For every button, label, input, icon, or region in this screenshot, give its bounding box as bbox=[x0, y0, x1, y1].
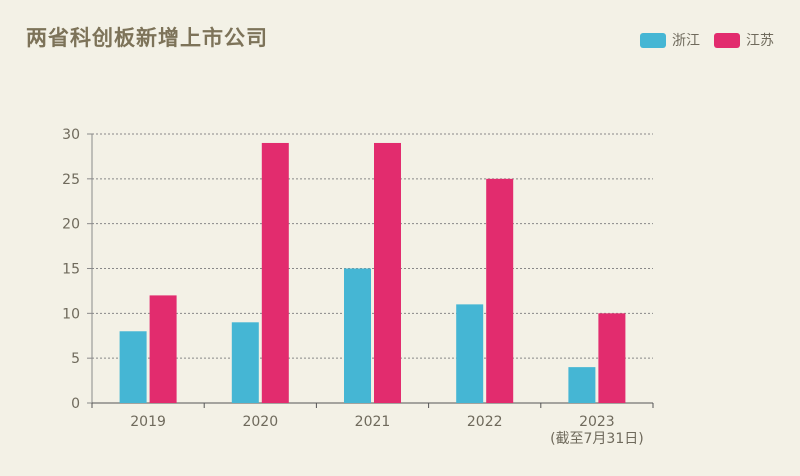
label-layer: 0 5 10 15 20 25 30 2019 2020 2021 2022 2023(截至7月31日… bbox=[62, 127, 644, 447]
legend-item-jiangsu[interactable]: 江苏 bbox=[714, 30, 774, 50]
bar-zhejiang-2023[interactable] bbox=[568, 367, 596, 403]
bar-zhejiang-2022[interactable] bbox=[456, 304, 484, 403]
y-tick-label: 25 bbox=[62, 172, 80, 188]
chart-title: 两省科创板新增上市公司 bbox=[26, 26, 268, 50]
y-tick-label: 10 bbox=[62, 306, 80, 322]
bar-jiangsu-2021[interactable] bbox=[374, 142, 401, 403]
x-tick-label: 2021 bbox=[355, 414, 391, 430]
bar-jiangsu-2020[interactable] bbox=[261, 142, 289, 403]
bar-layer bbox=[119, 142, 626, 404]
legend-swatch-jiangsu bbox=[714, 32, 740, 48]
bar-zhejiang-2020[interactable] bbox=[231, 322, 259, 403]
bar-jiangsu-2022[interactable] bbox=[486, 178, 514, 403]
y-tick-label: 20 bbox=[62, 217, 80, 233]
bar-jiangsu-2019[interactable] bbox=[149, 295, 177, 403]
x-tick-label: 2023 bbox=[579, 414, 615, 430]
y-tick-label: 15 bbox=[62, 262, 80, 278]
x-tick-label: 2022 bbox=[467, 414, 503, 430]
grid-layer bbox=[92, 133, 653, 359]
y-tick-label: 30 bbox=[62, 127, 80, 143]
legend-item-zhejiang[interactable]: 浙江 bbox=[640, 30, 700, 50]
bar-zhejiang-2019[interactable] bbox=[119, 331, 147, 403]
chart-legend: 浙江 江苏 bbox=[640, 30, 774, 50]
bar-jiangsu-2023[interactable] bbox=[598, 313, 626, 403]
legend-label-jiangsu: 江苏 bbox=[746, 33, 774, 49]
legend-label-zhejiang: 浙江 bbox=[672, 33, 700, 49]
y-tick-label: 5 bbox=[71, 351, 80, 367]
legend-swatch-zhejiang bbox=[640, 32, 666, 48]
x-tick-label: 2020 bbox=[242, 414, 278, 430]
axis-layer bbox=[87, 133, 654, 408]
x-tick-label: 2019 bbox=[130, 414, 166, 430]
bar-zhejiang-2021[interactable] bbox=[344, 268, 371, 404]
x-tick-note: (截至7月31日) bbox=[550, 431, 644, 447]
y-tick-label: 0 bbox=[71, 396, 80, 412]
